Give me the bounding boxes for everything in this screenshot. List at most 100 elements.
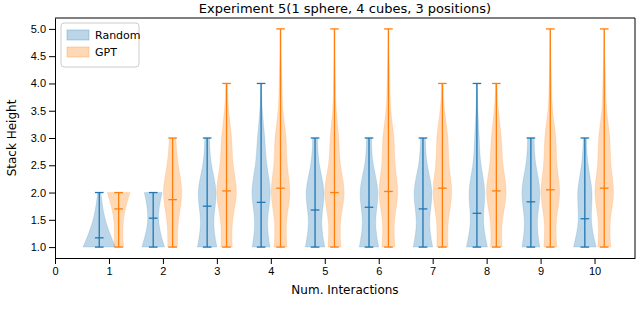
violin-body <box>142 193 165 248</box>
violin-cap <box>438 246 447 247</box>
violin-mean <box>149 218 158 219</box>
violin-mean <box>203 206 212 207</box>
violin-cap <box>473 246 482 247</box>
tick: 3.0 <box>31 132 55 144</box>
violin-body <box>217 83 237 247</box>
x-label: Num. Interactions <box>291 283 398 297</box>
frame <box>635 18 636 258</box>
tick-label: 4.0 <box>31 77 46 89</box>
legend-label: Random <box>95 29 141 42</box>
violin-body <box>107 193 130 248</box>
tick-label: 3.0 <box>31 132 46 144</box>
violin-mean <box>114 208 123 209</box>
tick-label: 3 <box>214 265 220 277</box>
legend-label: GPT <box>95 46 117 59</box>
tick: 1 <box>106 258 112 277</box>
plot: 0123456789101.01.52.02.53.03.54.04.55.0R… <box>31 18 636 277</box>
violin-cap <box>222 246 231 247</box>
violin-cap <box>168 246 177 247</box>
violin-mean <box>384 191 393 192</box>
violin-range <box>604 29 605 247</box>
violin-range <box>388 29 389 247</box>
violin-cap <box>365 246 374 247</box>
violin-range <box>584 138 585 247</box>
tick-label: 10 <box>589 265 601 277</box>
tick: 4 <box>268 258 274 277</box>
violin-cap <box>95 192 104 193</box>
violin-cap <box>95 246 104 247</box>
violin-cap <box>492 83 501 84</box>
tick: 1.0 <box>31 241 55 253</box>
tick-mark <box>49 111 55 112</box>
violin-range <box>334 29 335 247</box>
tick-mark <box>595 258 596 264</box>
violin-body <box>413 138 432 247</box>
y-axis: 1.01.52.02.53.03.54.04.55.0 <box>31 19 56 259</box>
violin-cap <box>330 28 339 29</box>
violin-cap <box>581 246 590 247</box>
axis-line <box>55 19 56 259</box>
violin-mean <box>527 201 536 202</box>
violin-body <box>305 138 324 247</box>
violin-body <box>522 138 540 247</box>
violin-cap <box>419 137 428 138</box>
tick: 2.0 <box>31 187 55 199</box>
axis-line <box>56 258 636 259</box>
violin-range <box>118 193 119 248</box>
violin-mean <box>365 207 374 208</box>
violin-mean <box>276 188 285 189</box>
violin-body <box>197 138 216 247</box>
violin-cap <box>527 246 536 247</box>
violin-cap <box>114 246 123 247</box>
violin-cap <box>600 246 609 247</box>
tick-mark <box>379 258 380 264</box>
violin-body <box>379 29 398 247</box>
violin-mean <box>419 208 428 209</box>
violin-body <box>271 29 290 247</box>
tick: 2 <box>160 258 166 277</box>
violin-cap <box>276 246 285 247</box>
violin-range <box>99 193 100 248</box>
chart: 0123456789101.01.52.02.53.03.54.04.55.0R… <box>0 0 640 320</box>
tick: 4.0 <box>31 77 55 89</box>
violin-range <box>260 83 261 247</box>
violin-range <box>422 138 423 247</box>
violin-range <box>172 138 173 247</box>
violin-cap <box>492 246 501 247</box>
tick-mark <box>487 258 488 264</box>
violin-cap <box>149 246 158 247</box>
legend-item: GPT <box>67 46 117 59</box>
violin-cap <box>365 137 374 138</box>
violin-range <box>530 138 531 247</box>
tick-mark <box>49 138 55 139</box>
tick: 8 <box>484 258 490 277</box>
violin-range <box>226 83 227 247</box>
violin-cap <box>311 246 320 247</box>
violin-body <box>466 83 487 247</box>
violin-cap <box>168 137 177 138</box>
violin-body <box>252 83 270 247</box>
tick: 7 <box>430 258 436 277</box>
violin-cap <box>581 137 590 138</box>
tick-label: 8 <box>484 265 490 277</box>
violin-body <box>359 138 378 247</box>
violin-range <box>442 83 443 247</box>
violin-mean <box>95 237 104 238</box>
violin-mean <box>581 218 590 219</box>
violin-body <box>595 29 614 247</box>
tick: 3 <box>214 258 220 277</box>
violin-mean <box>168 199 177 200</box>
tick-mark <box>433 258 434 264</box>
violin-mean <box>257 202 266 203</box>
marks <box>83 29 614 247</box>
tick-mark <box>49 83 55 84</box>
tick-label: 1.0 <box>31 241 46 253</box>
violin-cap <box>527 137 536 138</box>
tick-label: 9 <box>538 265 544 277</box>
tick: 3.5 <box>31 105 55 117</box>
violin-mean <box>600 188 609 189</box>
y-label: Stack Height <box>5 99 19 176</box>
tick-mark <box>49 247 55 248</box>
violin-cap <box>438 83 447 84</box>
tick-label: 1 <box>106 265 112 277</box>
